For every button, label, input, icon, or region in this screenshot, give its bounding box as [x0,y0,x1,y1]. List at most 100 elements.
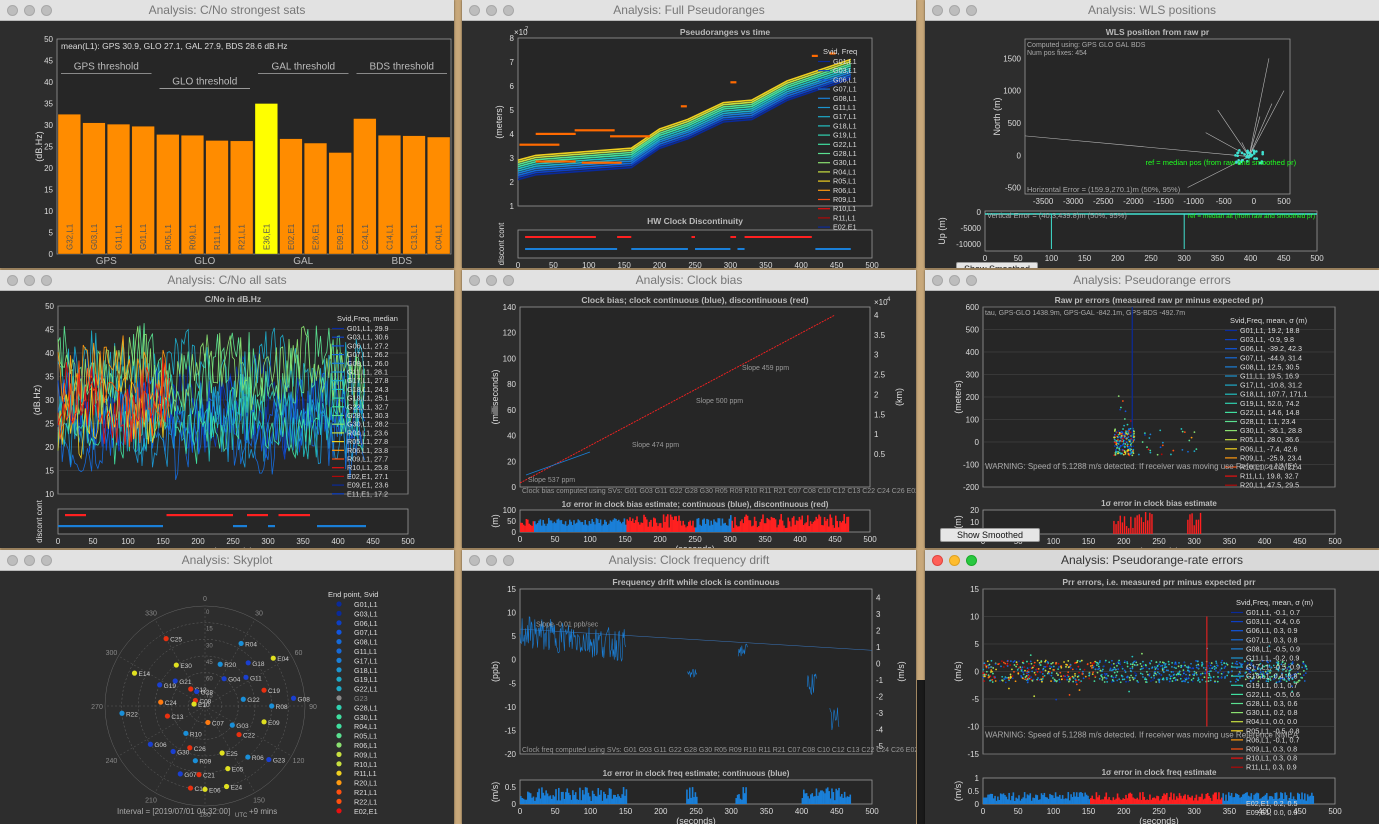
prr-error-point [1104,661,1107,664]
close-button[interactable] [7,275,18,286]
skyplot-satellite-point [243,674,249,680]
cno-all-legend-entry: E11,E1, 17.2 [347,489,388,498]
prr-error-point [1207,676,1210,679]
prr-errors-clock-bar [1299,799,1302,804]
title-bar[interactable]: Analysis: C/No strongest sats [0,0,454,21]
clock-bias-error-bar [801,515,803,532]
pr-error-point [1115,448,1117,451]
minimize-button[interactable] [949,275,960,286]
close-button[interactable] [7,5,18,16]
freq-drift-error-bar [839,796,842,804]
clock-bias-error-bar [648,521,651,532]
prr-errors-clock-bar [1063,799,1065,804]
freq-drift-error-bar [588,796,591,804]
skyplot-satellite-label: R22 [126,711,138,718]
clock-bias-error-bar [718,518,721,532]
show-smoothed-button[interactable]: Show Smoothed [940,528,1040,542]
prr-errors-clock-bar [1308,796,1310,804]
cno-bar [377,135,401,255]
skyplot-satellite-point [266,756,272,763]
close-button[interactable] [469,275,480,286]
minimize-button[interactable] [486,5,497,16]
prr-error-point [1272,664,1275,667]
pseudoranges-legend-entry: G06,L1 [833,75,857,84]
wls-up-xtick-label: 300 [1178,254,1192,263]
title-bar[interactable]: Analysis: Clock frequency drift [462,550,916,571]
prr-error-point [1110,675,1113,677]
title-bar[interactable]: Analysis: Full Pseudoranges [462,0,916,21]
minimize-button[interactable] [949,5,960,16]
clock-bias-error-bar [629,517,631,532]
prr-errors-clock-bar [1113,799,1116,804]
close-button[interactable] [932,5,943,16]
wls-note: Num pos fixes: 454 [1027,50,1087,57]
title-bar[interactable]: Analysis: Skyplot [0,550,454,571]
prr-error-point [1135,673,1138,675]
minimize-button[interactable] [486,555,497,566]
prr-error-point [1060,678,1063,681]
freq-drift-error-bar [587,792,590,804]
pr-error-point [1121,448,1124,451]
zoom-button[interactable] [41,5,52,16]
close-button[interactable] [469,555,480,566]
zoom-button[interactable] [503,555,514,566]
prr-error-point [1067,671,1070,674]
pseudoranges-legend-entry: R10,L1 [833,204,856,213]
cno-bar-category-label: G03,L1 [90,223,99,250]
clock-bias-y2tick-label: 1 [874,430,879,439]
wls-fix-point [1240,158,1244,162]
pr-error-point [1161,441,1164,444]
clock-bias-ytick-label: 120 [503,329,517,338]
cont-mark [737,248,745,250]
close-button[interactable] [7,555,18,566]
minimize-button[interactable] [24,275,35,286]
show-smoothed-button[interactable]: Show Smoothed [956,262,1038,268]
skyplot-satellite-label: G21 [179,679,192,686]
pseudoranges-xtick-label: 500 [865,261,879,268]
prr-error-point [1277,664,1279,667]
minimize-button[interactable] [24,5,35,16]
prr-errors-legend-entry: R10,L1, 0.3, 0.8 [1246,754,1297,763]
wls-up-ytick-label: -5000 [961,224,982,233]
pr-errors-clock-bar [1121,522,1124,534]
close-button[interactable] [932,275,943,286]
zoom-button[interactable] [966,555,977,566]
prr-errors-clock-bar [1094,799,1096,804]
close-button[interactable] [932,555,943,566]
prr-error-point [1089,661,1092,664]
cno-all-series-line [57,357,170,445]
freq-drift-error-bar [822,791,825,804]
prr-error-point [1303,663,1305,665]
clock-bias-error-bar [840,522,843,532]
title-bar[interactable]: Analysis: Pseudorange-rate errors [925,550,1379,571]
zoom-button[interactable] [966,5,977,16]
clock-bias-error-bar [846,516,848,532]
wls-fix-point [1245,159,1249,163]
prr-error-point [1039,664,1042,666]
freq-drift-error-bar [580,800,583,804]
minimize-button[interactable] [949,555,960,566]
zoom-button[interactable] [503,275,514,286]
title-bar[interactable]: Analysis: C/No all sats [0,270,454,291]
minimize-button[interactable] [24,555,35,566]
zoom-button[interactable] [41,555,52,566]
prr-error-point [1068,680,1070,683]
prr-error-point [1047,670,1050,673]
zoom-button[interactable] [966,275,977,286]
clock-bias-xtick-label: 50 [551,535,560,544]
zoom-button[interactable] [503,5,514,16]
clock-bias-error-bar [774,519,777,532]
prr-error-point [1135,661,1138,664]
title-bar[interactable]: Analysis: Clock bias [462,270,916,291]
title-bar[interactable]: Analysis: Pseudorange errors [925,270,1379,291]
clock-bias-y2exp: ×10 [874,298,888,307]
cno-all-legend-entry: G22,L1, 32.7 [347,402,389,411]
skyplot-satellite-label: R20 [224,662,236,669]
title-bar[interactable]: Analysis: WLS positions [925,0,1379,21]
minimize-button[interactable] [486,275,497,286]
pr-errors-legend-entry: G07,L1, -44.9, 31.4 [1240,353,1302,362]
zoom-button[interactable] [41,275,52,286]
prr-errors-clock-bar [1160,798,1163,804]
prr-error-point [1224,665,1227,668]
close-button[interactable] [469,5,480,16]
